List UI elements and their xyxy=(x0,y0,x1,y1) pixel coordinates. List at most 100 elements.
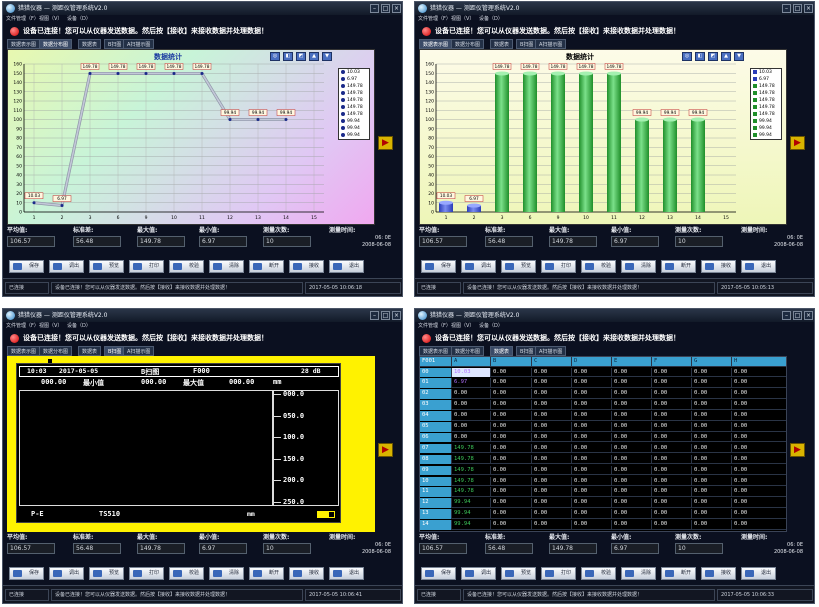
table-cell[interactable]: 0.00 xyxy=(491,487,532,497)
load-button[interactable]: 调出 xyxy=(49,567,84,580)
table-cell[interactable]: 0.00 xyxy=(532,443,572,454)
menu-item-2[interactable]: 视图（V） xyxy=(451,16,475,22)
menu-item-2[interactable]: 视图（V） xyxy=(451,323,475,329)
preview-button[interactable]: 预览 xyxy=(501,567,536,580)
table-cell[interactable]: 0.00 xyxy=(532,432,572,443)
print-button[interactable]: 打印 xyxy=(541,567,576,580)
chart-tool-button[interactable]: ▲ xyxy=(721,52,731,61)
chart-tool-button[interactable]: ▼ xyxy=(734,52,744,61)
disconnect-button[interactable]: 断开 xyxy=(249,260,284,273)
tab-1[interactable]: 数据表示图 xyxy=(7,346,41,356)
table-cell[interactable]: 0.00 xyxy=(532,454,572,465)
table-cell[interactable]: 0.00 xyxy=(491,389,532,399)
table-cell[interactable]: 0.00 xyxy=(572,487,612,497)
table-cell[interactable]: 149.78 xyxy=(452,443,491,454)
maximize-icon[interactable]: □ xyxy=(793,311,802,320)
table-cell[interactable]: 0.00 xyxy=(732,444,786,454)
table-cell[interactable]: 0.00 xyxy=(572,422,612,432)
table-cell[interactable]: 0.00 xyxy=(452,422,491,432)
table-cell[interactable]: 0.00 xyxy=(572,520,612,530)
table-cell[interactable]: 99.94 xyxy=(452,520,491,530)
side-expand-button[interactable]: ▶ xyxy=(790,136,805,150)
table-cell[interactable]: 0.00 xyxy=(491,411,532,421)
tab-2[interactable]: 数据分布图 xyxy=(39,346,73,356)
table-cell[interactable]: 0.00 xyxy=(692,454,732,465)
table-cell[interactable]: 0.00 xyxy=(532,389,572,399)
save-button[interactable]: 保存 xyxy=(421,260,456,273)
table-cell[interactable]: 0.00 xyxy=(572,465,612,476)
table-cell[interactable]: 0.00 xyxy=(732,400,786,410)
table-cell[interactable]: 0.00 xyxy=(652,422,692,432)
exit-button[interactable]: 退出 xyxy=(329,567,364,580)
close-icon[interactable]: × xyxy=(392,311,401,320)
table-cell[interactable]: 0.00 xyxy=(732,378,786,388)
table-cell[interactable]: 0.00 xyxy=(532,465,572,476)
preview-button[interactable]: 预览 xyxy=(89,567,124,580)
disconnect-button[interactable]: 断开 xyxy=(661,567,696,580)
table-cell[interactable]: 0.00 xyxy=(532,411,572,421)
table-cell[interactable]: 0.00 xyxy=(652,443,692,454)
table-cell[interactable]: 0.00 xyxy=(692,422,732,432)
minimize-icon[interactable]: – xyxy=(370,4,379,13)
preview-button[interactable]: 预览 xyxy=(89,260,124,273)
table-cell[interactable]: 0.00 xyxy=(612,465,652,476)
table-cell[interactable]: 0.00 xyxy=(572,432,612,443)
table-row[interactable]: 12 99.94 0.00 0.00 0.00 0.00 0.00 0.00 0.00 xyxy=(420,498,786,508)
exit-button[interactable]: 退出 xyxy=(329,260,364,273)
table-cell[interactable]: 0.00 xyxy=(692,367,732,377)
tab-1[interactable]: 数据表示图 xyxy=(419,346,453,356)
table-cell[interactable]: 0.00 xyxy=(572,378,612,388)
table-cell[interactable]: 0.00 xyxy=(732,509,786,519)
table-cell[interactable]: 0.00 xyxy=(612,367,652,377)
table-cell[interactable]: 0.00 xyxy=(652,487,692,497)
table-cell[interactable]: 0.00 xyxy=(692,498,732,508)
table-cell[interactable]: 149.78 xyxy=(452,476,491,486)
table-cell[interactable]: 0.00 xyxy=(612,498,652,508)
table-cell[interactable]: 0.00 xyxy=(692,465,732,476)
print-button[interactable]: 打印 xyxy=(541,260,576,273)
table-row[interactable]: 01 6.97 0.00 0.00 0.00 0.00 0.00 0.00 0.00 xyxy=(420,378,786,388)
table-cell[interactable]: 0.00 xyxy=(692,411,732,421)
table-cell[interactable]: 0.00 xyxy=(612,378,652,388)
table-cell[interactable]: 0.00 xyxy=(572,411,612,421)
load-button[interactable]: 调出 xyxy=(461,260,496,273)
tab-2[interactable]: 数据分布图 xyxy=(451,346,485,356)
maximize-icon[interactable]: □ xyxy=(381,4,390,13)
table-cell[interactable]: 0.00 xyxy=(732,389,786,399)
table-cell[interactable]: 0.00 xyxy=(612,432,652,443)
table-cell[interactable]: 0.00 xyxy=(452,389,491,399)
table-row[interactable]: 08 149.78 0.00 0.00 0.00 0.00 0.00 0.00 0.00 xyxy=(420,454,786,465)
tab-3[interactable]: 数据表 xyxy=(78,346,102,356)
menu-item-1[interactable]: 文件管理（F） xyxy=(418,323,451,329)
table-cell[interactable]: 0.00 xyxy=(452,400,491,410)
table-row[interactable]: 09 149.78 0.00 0.00 0.00 0.00 0.00 0.00 0.00 xyxy=(420,465,786,476)
table-row[interactable]: 03 0.00 0.00 0.00 0.00 0.00 0.00 0.00 0.00 xyxy=(420,400,786,410)
table-cell[interactable]: 0.00 xyxy=(572,443,612,454)
table-cell[interactable]: 0.00 xyxy=(572,400,612,410)
chart-tool-button[interactable]: ▲ xyxy=(309,52,319,61)
calibrate-button[interactable]: 校验 xyxy=(581,260,616,273)
table-row[interactable]: 07 149.78 0.00 0.00 0.00 0.00 0.00 0.00 0.00 xyxy=(420,443,786,454)
calibrate-button[interactable]: 校验 xyxy=(169,260,204,273)
table-cell[interactable]: 0.00 xyxy=(652,520,692,530)
exit-button[interactable]: 退出 xyxy=(741,567,776,580)
menu-item-3[interactable]: 设备（D） xyxy=(479,323,503,329)
table-cell[interactable]: 0.00 xyxy=(692,378,732,388)
table-row[interactable]: 00 10.03 0.00 0.00 0.00 0.00 0.00 0.00 0.00 xyxy=(420,367,786,377)
clear-button[interactable]: 清除 xyxy=(621,260,656,273)
chart-tool-button[interactable]: ◎ xyxy=(682,52,692,61)
table-cell[interactable]: 0.00 xyxy=(532,400,572,410)
table-cell[interactable]: 0.00 xyxy=(652,476,692,486)
table-cell[interactable]: 0.00 xyxy=(692,389,732,399)
tab-5[interactable]: A扫描示图 xyxy=(535,346,567,356)
table-cell[interactable]: 99.94 xyxy=(452,498,491,508)
table-cell[interactable]: 99.94 xyxy=(452,509,491,519)
table-cell[interactable]: 0.00 xyxy=(572,367,612,377)
table-cell[interactable]: 0.00 xyxy=(732,477,786,487)
table-cell[interactable]: 0.00 xyxy=(491,476,532,486)
tab-2[interactable]: 数据分布图 xyxy=(39,39,73,49)
chart-tool-button[interactable]: ◩ xyxy=(708,52,718,61)
chart-tool-button[interactable]: ▼ xyxy=(322,52,332,61)
table-cell[interactable]: 0.00 xyxy=(491,367,532,377)
tab-5[interactable]: A扫描示图 xyxy=(535,39,567,49)
